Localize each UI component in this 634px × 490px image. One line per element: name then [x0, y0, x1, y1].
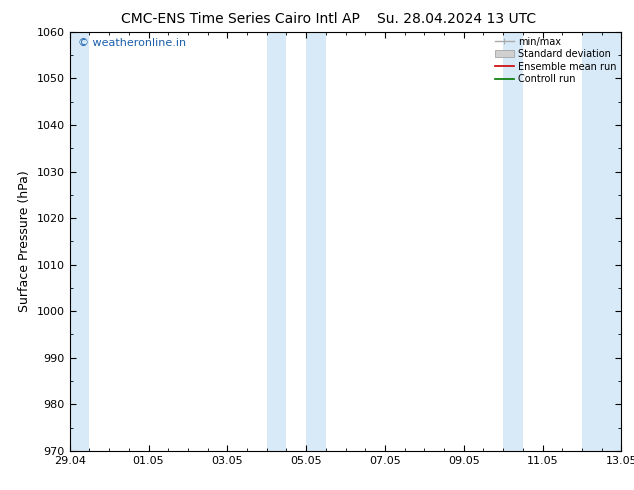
Bar [267, 32, 287, 451]
Bar [582, 32, 621, 451]
Y-axis label: Surface Pressure (hPa): Surface Pressure (hPa) [18, 171, 31, 312]
Bar [306, 32, 326, 451]
Text: Su. 28.04.2024 13 UTC: Su. 28.04.2024 13 UTC [377, 12, 536, 26]
Text: © weatheronline.in: © weatheronline.in [78, 38, 186, 48]
Text: CMC-ENS Time Series Cairo Intl AP: CMC-ENS Time Series Cairo Intl AP [122, 12, 360, 26]
Bar [503, 32, 523, 451]
Bar [70, 32, 89, 451]
Legend: min/max, Standard deviation, Ensemble mean run, Controll run: min/max, Standard deviation, Ensemble me… [492, 34, 619, 87]
